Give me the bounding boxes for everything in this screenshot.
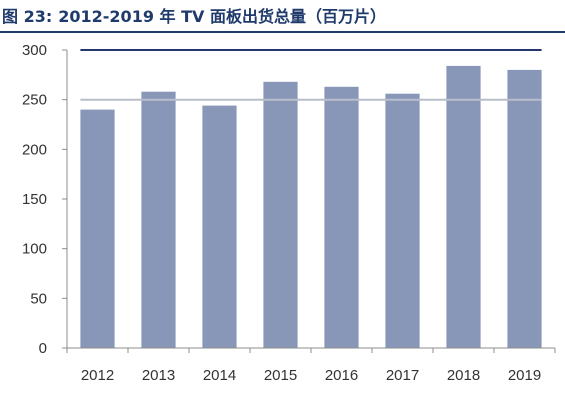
x-tick-label-2012: 2012 bbox=[81, 367, 114, 384]
bar-2014 bbox=[202, 105, 237, 348]
bar-2018 bbox=[446, 65, 481, 349]
x-tick-label-2013: 2013 bbox=[142, 367, 175, 384]
x-tick-label-2016: 2016 bbox=[325, 367, 358, 384]
y-tick-label-150: 150 bbox=[22, 191, 47, 208]
figure-title: 图 23: 2012-2019 年 TV 面板出货总量（百万片） bbox=[0, 0, 565, 30]
bars-group bbox=[80, 65, 542, 349]
x-tick-label-2015: 2015 bbox=[264, 367, 297, 384]
axes-group bbox=[62, 49, 556, 353]
y-tick-label-100: 100 bbox=[22, 241, 47, 258]
bar-2013 bbox=[141, 91, 176, 348]
bar-2015 bbox=[263, 81, 298, 349]
y-tick-label-50: 50 bbox=[30, 290, 47, 307]
bar-2012 bbox=[80, 109, 115, 348]
y-tick-label-300: 300 bbox=[22, 42, 47, 59]
bar-2016 bbox=[324, 86, 359, 349]
figure-caption: 2012-2019 年 TV 面板出货总量（百万片） bbox=[58, 7, 386, 26]
x-tick-label-2017: 2017 bbox=[386, 367, 419, 384]
x-tick-label-2019: 2019 bbox=[508, 367, 541, 384]
y-tick-label-250: 250 bbox=[22, 92, 47, 109]
y-tick-label-0: 0 bbox=[39, 340, 47, 357]
bar-2017 bbox=[385, 93, 420, 348]
y-tick-labels: 0 50 100 150 200 250 300 bbox=[22, 42, 47, 357]
title-divider bbox=[0, 31, 565, 33]
reference-lines-group bbox=[80, 49, 542, 101]
y-tick-label-200: 200 bbox=[22, 141, 47, 158]
x-tick-labels: 2012 2013 2014 2015 2016 2017 2018 2019 bbox=[81, 367, 541, 384]
x-tick-label-2014: 2014 bbox=[203, 367, 236, 384]
figure-number: 图 23: bbox=[2, 7, 53, 26]
bar-2019 bbox=[507, 69, 542, 349]
x-tick-label-2018: 2018 bbox=[447, 367, 480, 384]
